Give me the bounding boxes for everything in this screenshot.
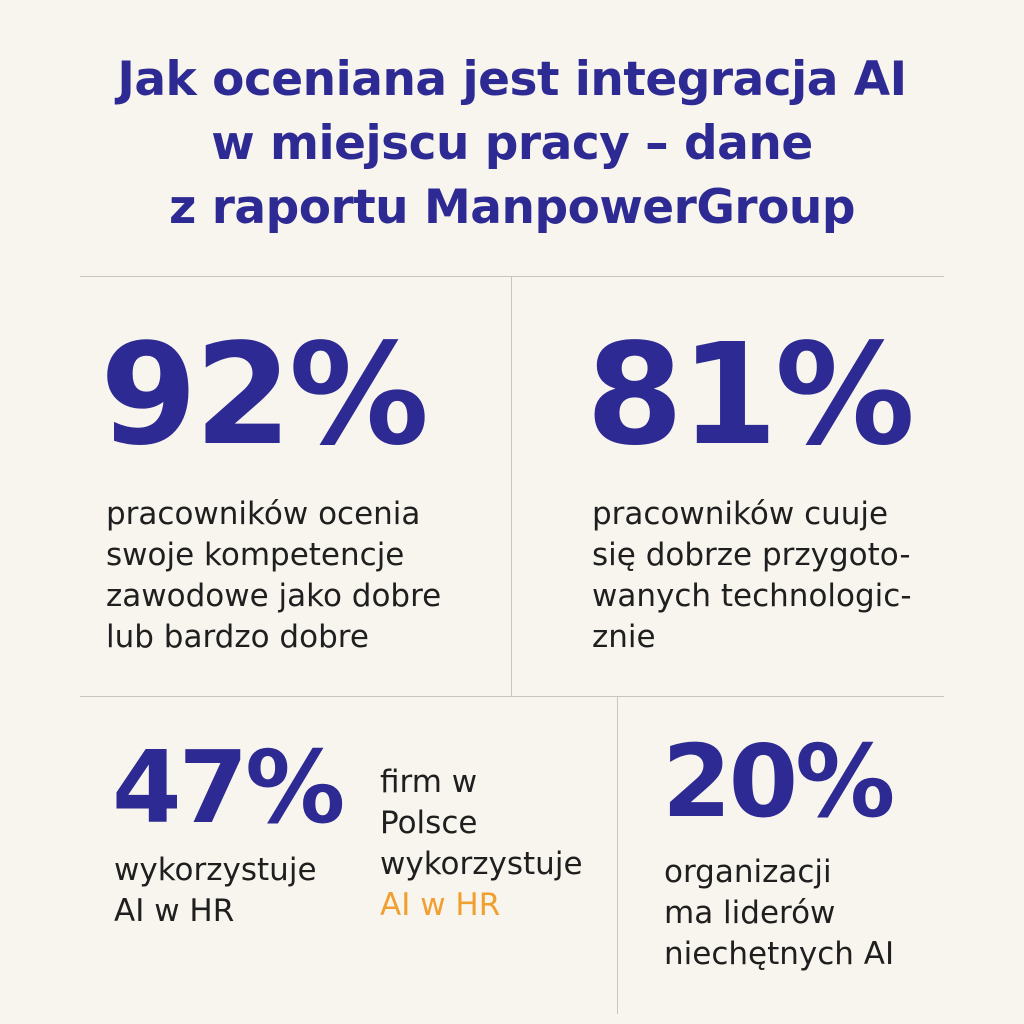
desc-line: niechętnych AI	[664, 936, 895, 972]
title-line-3: z raportu ManpowerGroup	[168, 180, 856, 235]
desc-line: lub bardzo dobre	[106, 619, 369, 655]
stat-value-20: 20%	[662, 723, 895, 840]
divider-vertical-top	[511, 277, 512, 696]
desc-line: pracowników cuuje	[592, 496, 889, 532]
desc-line: ma liderów	[664, 895, 836, 931]
desc-line: wykorzystuje	[380, 846, 583, 882]
stat-description-92: pracowników ocenia swoje kompetencje zaw…	[106, 494, 441, 658]
title-line-1: Jak oceniana jest integracja AI	[117, 52, 907, 107]
desc-line: swoje kompetencje	[106, 537, 405, 573]
divider-vertical-bottom	[617, 697, 618, 1014]
stat-value-92: 92%	[100, 314, 429, 477]
desc-line-accent: AI w HR	[380, 887, 501, 923]
stat-value-81: 81%	[586, 314, 915, 477]
desc-line: pracowników ocenia	[106, 496, 421, 532]
desc-line: wykorzystuje	[114, 852, 317, 888]
desc-line: organizacji	[664, 854, 832, 890]
stat-description-81: pracowników cuuje się dobrze przygoto- w…	[592, 494, 912, 658]
desc-line: AI w HR	[114, 893, 235, 929]
divider-middle	[80, 696, 944, 697]
desc-line: Polsce	[380, 805, 478, 841]
stat-description-47: wykorzystuje AI w HR	[114, 850, 317, 932]
desc-line: zawodowe jako dobre	[106, 578, 442, 614]
page-title: Jak oceniana jest integracja AI w miejsc…	[0, 48, 1024, 240]
title-line-2: w miejscu pracy – dane	[211, 116, 813, 171]
desc-line: firm w	[380, 764, 478, 800]
stat-side-description-47: firm w Polsce wykorzystuje AI w HR	[380, 762, 583, 926]
desc-line: się dobrze przygoto-	[592, 537, 911, 573]
desc-line: znie	[592, 619, 656, 655]
desc-line: wanych technologic-	[592, 578, 912, 614]
stat-value-47: 47%	[112, 729, 345, 846]
stat-description-20: organizacji ma liderów niechętnych AI	[664, 852, 894, 975]
divider-top	[80, 276, 944, 277]
